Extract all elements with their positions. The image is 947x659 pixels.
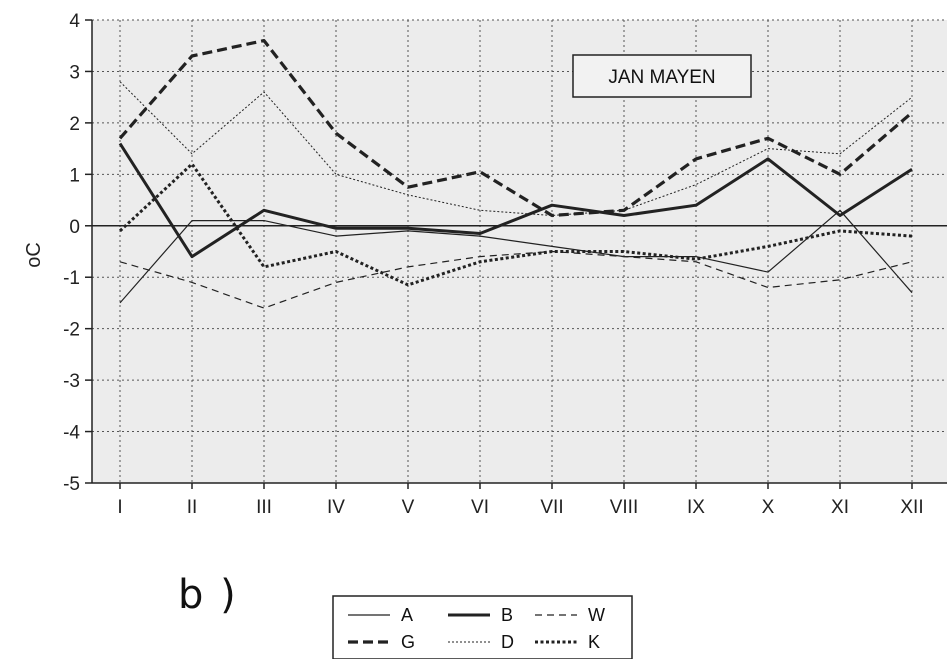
- x-tick-label: XII: [900, 497, 923, 518]
- x-tick-label: III: [256, 497, 272, 518]
- y-tick-label: 2: [69, 114, 80, 135]
- legend: A B W G D K: [332, 595, 633, 659]
- y-tick-labels: 4 3 2 1 0 -1 -2 -3 -4 -5: [63, 11, 80, 495]
- legend-label-b: B: [501, 605, 513, 625]
- y-tick-label: 0: [69, 217, 80, 238]
- legend-label-a: A: [401, 605, 413, 625]
- y-axis-label: oC: [23, 242, 45, 268]
- y-tick-label: 1: [69, 165, 80, 186]
- y-tick-label: -2: [63, 320, 80, 341]
- x-tick-label: I: [117, 497, 122, 518]
- legend-box: [332, 595, 633, 659]
- y-tick-label: -5: [63, 474, 80, 495]
- legend-label-g: G: [401, 632, 415, 652]
- panel-label: b ): [178, 572, 238, 618]
- x-tick-label: II: [187, 497, 198, 518]
- y-tick-label: 3: [69, 62, 80, 83]
- y-tick-label: -4: [63, 423, 80, 444]
- x-tick-label: VI: [471, 497, 489, 518]
- chart-title: JAN MAYEN: [608, 67, 715, 88]
- x-tick-label: X: [762, 497, 775, 518]
- plot-area: [92, 20, 947, 483]
- series-line-d: [119, 81, 913, 216]
- series-line-b: [118, 142, 913, 259]
- legend-label-w: W: [588, 605, 605, 625]
- x-tick-label: IX: [687, 497, 705, 518]
- x-tick-labels: I II III IV V VI VII VIII IX X XI XII: [117, 497, 923, 518]
- series-line-a: [119, 209, 913, 304]
- x-tick-label: XI: [831, 497, 849, 518]
- legend-label-d: D: [501, 632, 514, 652]
- title-box: JAN MAYEN: [572, 54, 752, 98]
- legend-label-k: K: [588, 632, 600, 652]
- y-tick-label: -3: [63, 371, 80, 392]
- x-tick-label: IV: [327, 497, 345, 518]
- series-line-w: [119, 250, 913, 309]
- y-tick-label: 4: [69, 11, 80, 32]
- x-tick-label: V: [402, 497, 415, 518]
- y-tick-label: -1: [63, 268, 80, 289]
- series-line-g: [118, 38, 914, 218]
- series-line-k: [118, 162, 913, 287]
- x-tick-label: VII: [540, 497, 563, 518]
- x-tick-label: VIII: [610, 497, 639, 518]
- series-lines: [118, 38, 914, 309]
